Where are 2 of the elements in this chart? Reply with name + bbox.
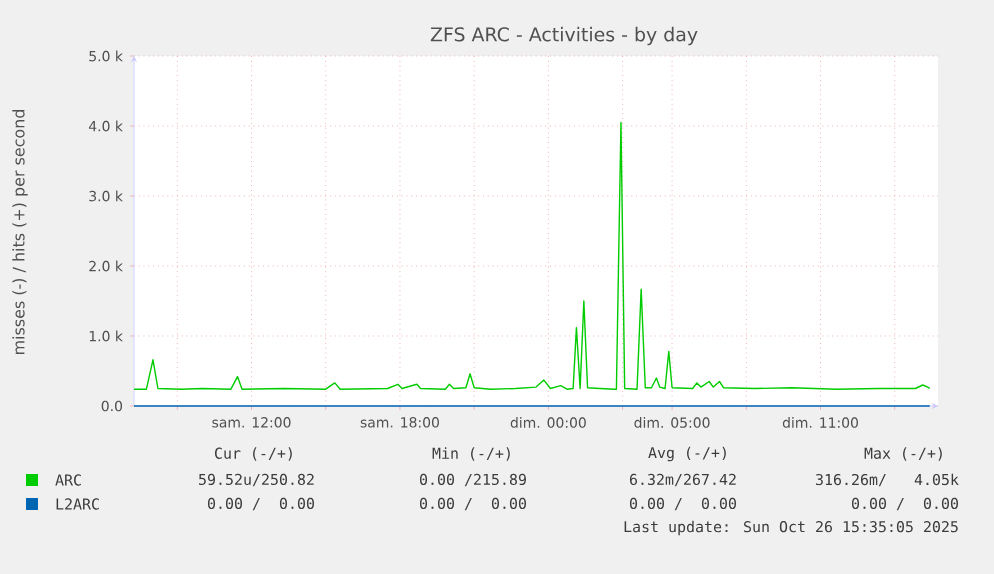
chart-title: ZFS ARC - Activities - by day xyxy=(430,26,698,46)
line-series xyxy=(133,121,931,390)
